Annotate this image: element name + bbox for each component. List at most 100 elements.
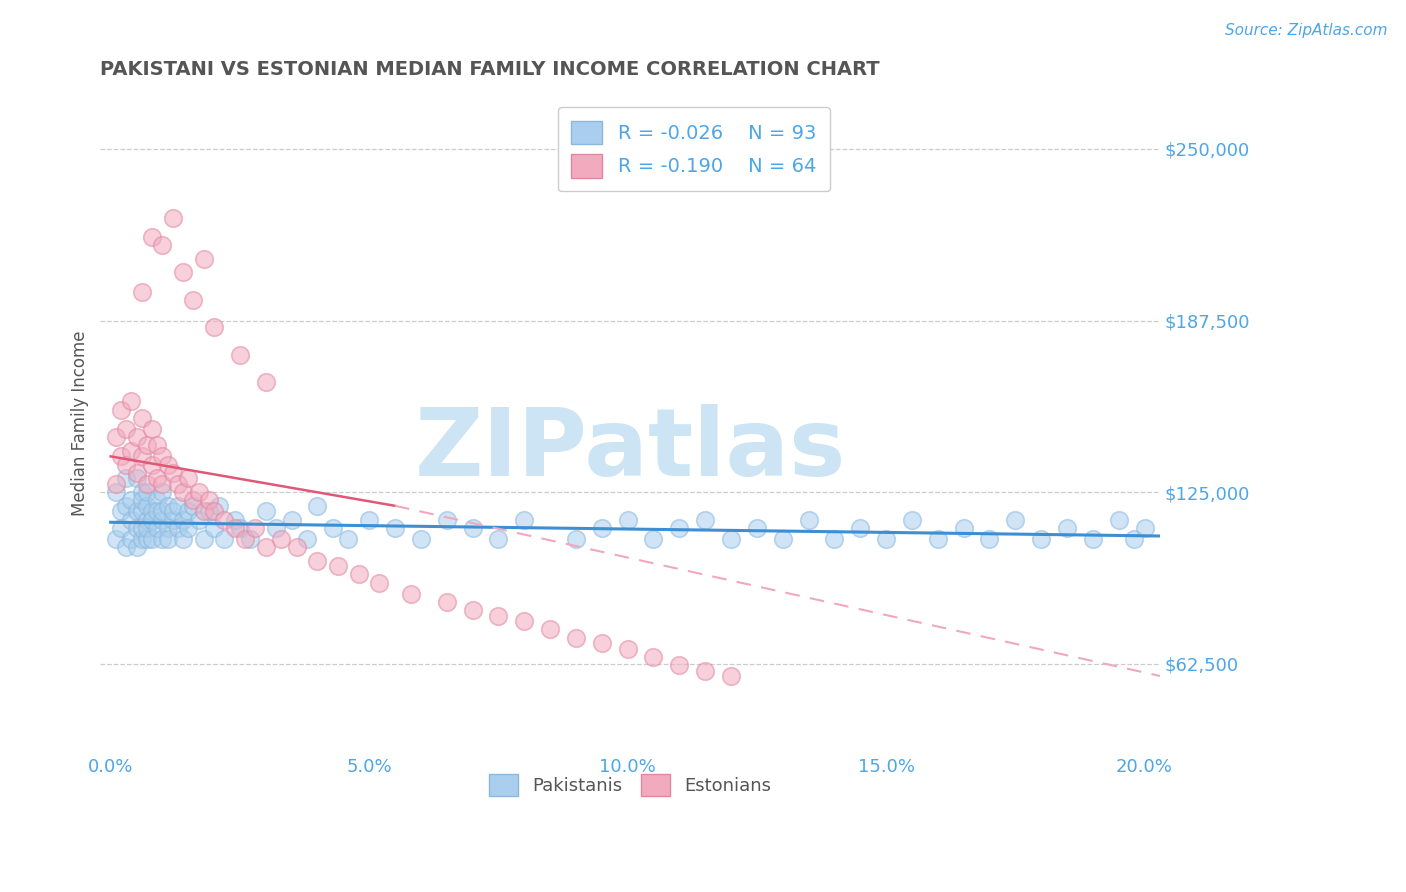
Point — [565, 631, 588, 645]
Point — [745, 521, 768, 535]
Point — [359, 512, 381, 526]
Point — [120, 394, 142, 409]
Point — [135, 438, 157, 452]
Point — [131, 532, 153, 546]
Point — [668, 521, 690, 535]
Point — [229, 348, 252, 362]
Point — [1004, 512, 1026, 526]
Point — [695, 512, 717, 526]
Point — [254, 504, 277, 518]
Point — [280, 512, 302, 526]
Point — [927, 532, 949, 546]
Point — [125, 466, 148, 480]
Point — [172, 265, 194, 279]
Point — [172, 485, 194, 500]
Point — [150, 238, 173, 252]
Point — [193, 504, 215, 518]
Point — [120, 512, 142, 526]
Point — [772, 532, 794, 546]
Point — [616, 512, 638, 526]
Point — [849, 521, 872, 535]
Point — [643, 649, 665, 664]
Point — [1123, 532, 1146, 546]
Point — [436, 595, 458, 609]
Point — [254, 540, 277, 554]
Point — [150, 450, 173, 464]
Point — [156, 458, 179, 472]
Point — [202, 320, 225, 334]
Point — [135, 512, 157, 526]
Point — [270, 532, 292, 546]
Point — [135, 499, 157, 513]
Point — [1031, 532, 1053, 546]
Point — [224, 512, 246, 526]
Point — [198, 493, 221, 508]
Point — [823, 532, 845, 546]
Point — [233, 532, 256, 546]
Point — [115, 471, 138, 485]
Point — [486, 532, 509, 546]
Point — [952, 521, 974, 535]
Legend: Pakistanis, Estonians: Pakistanis, Estonians — [482, 766, 779, 803]
Point — [146, 504, 169, 518]
Point — [322, 521, 344, 535]
Point — [131, 411, 153, 425]
Point — [208, 499, 231, 513]
Point — [131, 504, 153, 518]
Point — [141, 512, 163, 526]
Point — [141, 532, 163, 546]
Point — [162, 512, 184, 526]
Point — [115, 458, 138, 472]
Point — [461, 521, 484, 535]
Point — [1056, 521, 1078, 535]
Point — [183, 293, 205, 307]
Point — [193, 532, 215, 546]
Point — [193, 252, 215, 266]
Point — [245, 521, 267, 535]
Point — [115, 499, 138, 513]
Point — [875, 532, 897, 546]
Point — [264, 521, 287, 535]
Point — [110, 402, 132, 417]
Point — [368, 575, 391, 590]
Point — [125, 430, 148, 444]
Point — [135, 476, 157, 491]
Point — [668, 658, 690, 673]
Point — [307, 499, 329, 513]
Point — [141, 458, 163, 472]
Point — [156, 532, 179, 546]
Point — [131, 521, 153, 535]
Point — [224, 521, 246, 535]
Point — [131, 450, 153, 464]
Point — [384, 521, 406, 535]
Point — [131, 285, 153, 299]
Point — [125, 504, 148, 518]
Point — [565, 532, 588, 546]
Point — [167, 499, 190, 513]
Point — [183, 499, 205, 513]
Point — [167, 521, 190, 535]
Point — [307, 554, 329, 568]
Point — [591, 636, 613, 650]
Text: PAKISTANI VS ESTONIAN MEDIAN FAMILY INCOME CORRELATION CHART: PAKISTANI VS ESTONIAN MEDIAN FAMILY INCO… — [100, 60, 880, 78]
Point — [125, 521, 148, 535]
Point — [162, 504, 184, 518]
Point — [513, 614, 536, 628]
Point — [326, 559, 349, 574]
Point — [616, 641, 638, 656]
Point — [150, 485, 173, 500]
Point — [125, 471, 148, 485]
Point — [146, 493, 169, 508]
Point — [399, 587, 422, 601]
Point — [177, 504, 200, 518]
Point — [141, 504, 163, 518]
Point — [513, 512, 536, 526]
Point — [254, 376, 277, 390]
Point — [156, 521, 179, 535]
Point — [202, 504, 225, 518]
Point — [172, 512, 194, 526]
Point — [156, 499, 179, 513]
Point — [187, 512, 209, 526]
Point — [115, 540, 138, 554]
Point — [643, 532, 665, 546]
